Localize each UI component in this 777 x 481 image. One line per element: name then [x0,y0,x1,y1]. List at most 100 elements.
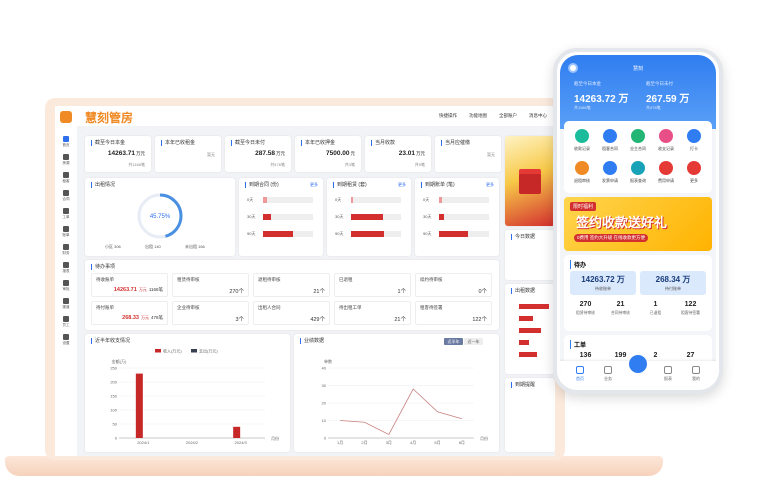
tab[interactable]: 近一年 [464,338,483,345]
legend-label: 收入(万元) [163,348,182,354]
todo-label: 企业待审核 [177,305,200,310]
amount-value: 268.34 万 [655,275,691,284]
menu-icon[interactable] [603,129,617,143]
banner-sub: 0费用 签约大升级 在线收款更方便 [574,234,649,242]
stat-card: 本年已收租金 暂无 [155,136,221,172]
line [340,388,462,436]
deco-bar [519,316,533,321]
stat-value: 14263.71万元 [108,150,145,157]
menu-icon[interactable] [659,161,673,175]
donut-legend: 出租 140 [145,244,161,249]
count-value: 21 [616,301,625,308]
phone-header: 慧刻 截至今日本金 14263.72 万共1166笔 截至今日未付 267.59 万共4… [560,55,716,129]
bar-fill [263,231,293,237]
todo-cell: 续约待审核 0个 [415,273,492,297]
legend-swatch [191,349,197,353]
stat-sub: 共9笔 [414,162,425,167]
nav-label[interactable]: 我的 [692,376,700,381]
bar [233,426,241,438]
count-value: 27 [686,352,695,359]
header: 慧刻管房 快捷操作 功能地图 全部账户 消息中心 [77,106,555,126]
count-value: 136 [579,352,592,359]
bar-fill [351,214,383,220]
menu-icon[interactable] [659,129,673,143]
tab[interactable]: 近半年 [444,338,463,345]
bar-fill [439,214,444,220]
legend-swatch [155,349,161,353]
bar-panel: 近半年收支情况 收入(万元) 支出(万元) 0 50 100 150 200 250 金额(万) 月… [85,334,290,452]
x-axis-label: 月份 [480,435,488,441]
todo-amount: 14263.71 [113,287,137,293]
y-tick-label: 10 [322,418,327,423]
bar [135,373,143,438]
nav-label[interactable]: 首页 [576,376,584,381]
menu-icon[interactable] [575,129,589,143]
sidebar-icon [63,154,69,160]
sidebar-icon [63,280,69,286]
menu-label: 业主合同 [630,146,646,151]
panel-title: 本年已收押金 [301,140,335,146]
stat-unit: 万元 [276,151,285,156]
count-value: 270 [579,301,592,308]
sidebar-label: 设置 [62,341,70,345]
menu-label: 收款记录 [574,146,590,151]
panel-title: 当月应催缴 [441,140,470,146]
nav-icon[interactable] [576,366,584,374]
donut-legend: 小区 306 [105,244,121,249]
stat-card: 当月收款 23.01万元 共9笔 [365,136,431,172]
expiry-panel: 到期合同 (份) 更多 0天 30天 90天 [239,178,323,256]
logo-icon [60,111,72,123]
amount-label: 待付账单 [665,286,681,291]
sidebar-label: 房源 [62,161,70,165]
row-label: 30天 [423,214,432,219]
rent-data-panel: 出租数据 [505,284,555,374]
menu-icon[interactable] [631,129,645,143]
reminder-panel: 到期提醒 [505,378,555,452]
bar-track [439,214,489,220]
todo-value: 0个 [478,287,487,295]
todo-label: 租赁待审核 [177,277,200,282]
row-label: 30天 [247,214,256,219]
sidebar-icon [63,136,69,142]
menu-label: 收支记录 [658,146,674,151]
nav-icon[interactable] [692,366,700,374]
menu-icon[interactable] [603,161,617,175]
add-button[interactable] [629,355,647,373]
menu-icon[interactable] [575,161,589,175]
sidebar-label: 工单 [62,215,70,219]
panel-title: 到期合同 (份) [245,182,279,188]
nav-icon[interactable] [664,366,672,374]
hs-label: 截至今日未付 [646,81,673,86]
bar-track [263,214,313,220]
phone-title: 慧刻 [632,66,643,72]
stat-number: 14263.71 [107,150,135,157]
nav-label[interactable]: 报表 [664,376,672,381]
todo-count: 3个 [235,317,244,323]
menu-label: 更多 [690,178,698,183]
bar-fill [263,197,267,203]
todo-value: 21个 [313,287,325,295]
sidebar-label: 首页 [62,143,70,147]
stat-sub: 暂无 [207,152,215,157]
menu-icon[interactable] [631,161,645,175]
bar-fill [351,197,353,203]
line-panel: 业绩数据 近半年 近一年 0 10 20 30 40 单数 月份 1月 2月 3月 4月 5月 6月 [294,334,499,452]
nav-icon[interactable] [604,366,612,374]
nav-label[interactable]: 业务 [604,376,612,381]
stat-number: 23.01 [398,150,415,157]
hs-sub: 共476笔 [646,105,661,110]
count-value: 199 [614,352,627,359]
laptop-base [5,456,663,476]
menu-icon[interactable] [687,161,701,175]
amount-label: 待收账单 [595,286,611,291]
row-label: 90天 [335,231,344,236]
menu-label: 费用申请 [658,178,674,183]
panel-title: 出租数据 [511,288,535,294]
todo-label: 续约待审核 [420,277,443,282]
menu-icon[interactable] [687,129,701,143]
avatar [568,63,578,73]
sidebar-icon [63,334,69,340]
todo-value: 3个 [235,315,244,323]
